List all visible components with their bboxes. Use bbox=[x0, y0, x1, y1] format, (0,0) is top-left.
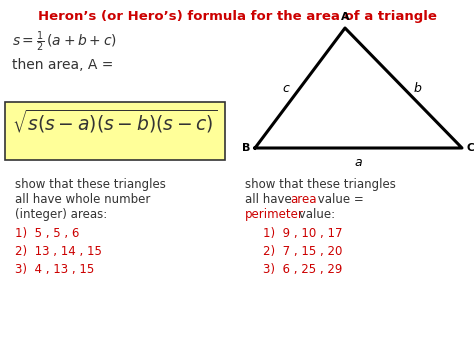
Text: all have whole number: all have whole number bbox=[15, 193, 150, 206]
Text: 2)  13 , 14 , 15: 2) 13 , 14 , 15 bbox=[15, 245, 102, 258]
Text: then area, A =: then area, A = bbox=[12, 58, 113, 72]
Text: C: C bbox=[467, 143, 474, 153]
Text: $\sqrt{s(s-a)(s-b)(s-c)}$: $\sqrt{s(s-a)(s-b)(s-c)}$ bbox=[12, 108, 218, 135]
Text: b: b bbox=[413, 81, 421, 94]
Text: 1)  5 , 5 , 6: 1) 5 , 5 , 6 bbox=[15, 227, 79, 240]
Text: all have: all have bbox=[245, 193, 295, 206]
Text: (integer) areas:: (integer) areas: bbox=[15, 208, 107, 221]
FancyBboxPatch shape bbox=[5, 102, 225, 160]
Text: B: B bbox=[242, 143, 250, 153]
Text: value:: value: bbox=[295, 208, 335, 221]
Text: area: area bbox=[290, 193, 317, 206]
Text: $s = \mathit{\frac{1}{2}}\,(a + b + c)$: $s = \mathit{\frac{1}{2}}\,(a + b + c)$ bbox=[12, 30, 117, 54]
Text: show that these triangles: show that these triangles bbox=[245, 178, 396, 191]
Text: 2)  7 , 15 , 20: 2) 7 , 15 , 20 bbox=[263, 245, 342, 258]
Text: value =: value = bbox=[314, 193, 364, 206]
Text: c: c bbox=[283, 81, 290, 94]
Text: a: a bbox=[355, 155, 362, 168]
Text: perimeter: perimeter bbox=[245, 208, 304, 221]
Text: Heron’s (or Hero’s) formula for the area of a triangle: Heron’s (or Hero’s) formula for the area… bbox=[37, 10, 437, 23]
Text: show that these triangles: show that these triangles bbox=[15, 178, 166, 191]
Text: A: A bbox=[341, 12, 349, 22]
Text: 1)  9 , 10 , 17: 1) 9 , 10 , 17 bbox=[263, 227, 343, 240]
Text: 3)  6 , 25 , 29: 3) 6 , 25 , 29 bbox=[263, 263, 342, 276]
Text: 3)  4 , 13 , 15: 3) 4 , 13 , 15 bbox=[15, 263, 94, 276]
